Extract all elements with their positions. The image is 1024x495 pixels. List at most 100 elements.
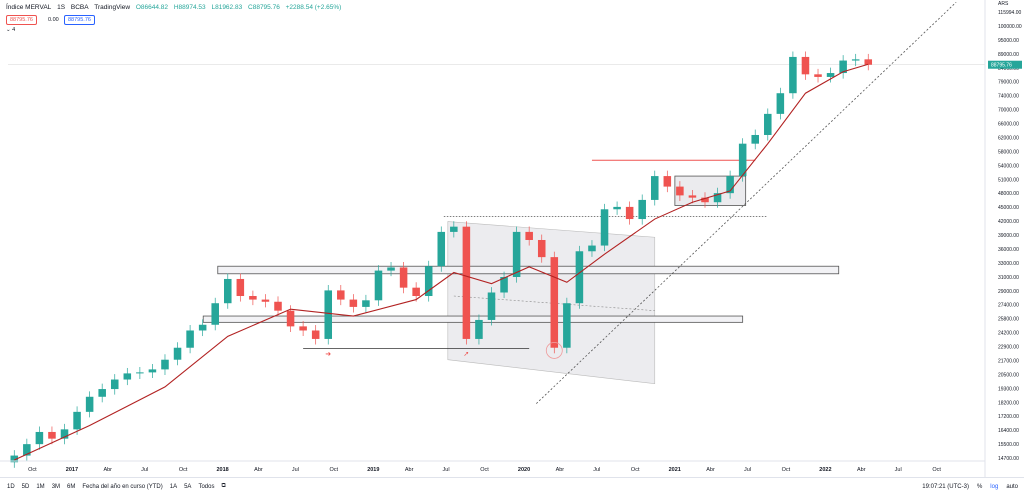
percent-toggle[interactable]: % xyxy=(976,483,983,490)
spread-value: 0.00 xyxy=(48,17,59,23)
price-axis[interactable]: 115994.00 100000.00 95000.00 89000.00 84000.… xyxy=(984,0,1022,477)
candle xyxy=(173,347,182,360)
candle xyxy=(851,59,860,61)
candle xyxy=(814,74,822,77)
price-tick-label: 21700.00 xyxy=(998,358,1019,364)
data-source: TradingView xyxy=(94,4,131,11)
symbol-name[interactable]: Índice MERVAL xyxy=(6,4,52,11)
last-price-tag xyxy=(988,60,1022,69)
drawing-lines xyxy=(8,1,985,404)
highlight-circle xyxy=(545,342,563,359)
price-tick-label: 58000.00 xyxy=(998,149,1019,155)
up-arrow-icon: ➚ xyxy=(463,351,469,358)
range-5y[interactable]: 5A xyxy=(184,483,192,490)
indicator-count: 4 xyxy=(12,27,16,33)
candle xyxy=(676,186,684,196)
candle xyxy=(311,330,320,339)
time-tick-label: Abr xyxy=(405,467,414,473)
candle xyxy=(839,60,847,74)
candle xyxy=(563,303,571,348)
moving-average-line xyxy=(14,63,869,461)
time-tick-label: Abr xyxy=(857,467,866,473)
price-tick-label: 62000.00 xyxy=(998,135,1019,141)
range-1y[interactable]: 1A xyxy=(169,483,178,490)
trend-line xyxy=(536,1,957,404)
price-tick-label: 17200.00 xyxy=(998,414,1019,420)
candle xyxy=(487,292,496,320)
range-1m[interactable]: 1M xyxy=(36,483,45,490)
candle xyxy=(537,239,546,258)
time-tick-label: Oct xyxy=(782,467,791,473)
price-tick-label: 19300.00 xyxy=(998,386,1019,392)
candle xyxy=(789,56,797,94)
time-tick-label: 2022 xyxy=(819,467,831,473)
time-tick-label: 2018 xyxy=(216,467,228,473)
ohlc-close: C88795.76 xyxy=(248,4,280,11)
time-tick-label: 2021 xyxy=(669,467,681,473)
time-tick-label: Oct xyxy=(631,467,640,473)
range-ytd[interactable]: Fecha del año en curso (YTD) xyxy=(82,483,163,490)
time-tick-label: 2020 xyxy=(518,467,530,473)
candle xyxy=(688,195,697,198)
candle xyxy=(85,396,94,412)
candle xyxy=(274,301,282,311)
time-tick-label: Jul xyxy=(744,467,751,473)
candle xyxy=(23,444,31,456)
time-tick-label: Oct xyxy=(179,467,188,473)
price-tick-label: 31000.00 xyxy=(998,275,1019,281)
moving-average-group xyxy=(14,63,869,461)
candle xyxy=(751,134,759,144)
price-tick-label: 84000.00 xyxy=(998,66,1019,72)
candle xyxy=(776,93,785,114)
range-3m[interactable]: 3M xyxy=(51,483,61,490)
bid-badge[interactable]: 88795.76 xyxy=(6,15,37,25)
candle xyxy=(726,176,734,194)
range-5d[interactable]: 5D xyxy=(21,483,30,490)
candle xyxy=(211,303,219,325)
candle xyxy=(550,257,559,348)
last-price-label: 88795.76 xyxy=(991,63,1012,69)
candle xyxy=(399,267,408,288)
date-range-icon[interactable]: ⧉ xyxy=(221,483,226,489)
price-tick-label: 48000.00 xyxy=(998,191,1019,197)
candle xyxy=(500,277,508,293)
candle xyxy=(362,300,370,307)
price-tick-label: 24200.00 xyxy=(998,331,1019,337)
range-all[interactable]: Todos xyxy=(198,483,215,490)
candle xyxy=(98,389,106,397)
time-tick-label: Oct xyxy=(480,467,489,473)
candle xyxy=(412,287,420,297)
time-tick-label: Abr xyxy=(103,467,112,473)
indicators-toggle[interactable]: ⌄ 4 xyxy=(6,27,15,33)
price-tick-label: 36000.00 xyxy=(998,247,1019,253)
bottom-toolbar: 1D 5D 1M 3M 6M Fecha del año en curso (Y… xyxy=(0,477,1024,495)
time-tick-label: Jul xyxy=(443,467,450,473)
auto-toggle[interactable]: auto xyxy=(1006,483,1018,490)
candle xyxy=(437,231,446,267)
candle xyxy=(337,290,345,300)
time-axis[interactable]: Oct 2017 Abr Jul Oct 2018 Abr Jul Oct 2019 Abr Jul O… xyxy=(0,460,985,473)
candle xyxy=(801,56,810,75)
log-toggle[interactable]: log xyxy=(990,483,999,490)
ask-badge[interactable]: 88795.76 xyxy=(64,15,95,25)
range-6m[interactable]: 6M xyxy=(67,483,76,490)
support-band xyxy=(202,315,744,323)
candles-group xyxy=(10,51,873,468)
ohlc-high: H88974.53 xyxy=(173,4,206,11)
candle xyxy=(186,330,194,348)
time-tick-label: Jul xyxy=(593,467,600,473)
price-tick-label: 14700.00 xyxy=(998,456,1019,462)
price-tick-label: 95000.00 xyxy=(998,38,1019,44)
ohlc-low: L81962.83 xyxy=(211,4,243,11)
time-tick-label: 2017 xyxy=(66,467,78,473)
clock[interactable]: 19:07:21 (UTC-3) xyxy=(922,483,969,490)
price-tick-label: 22900.00 xyxy=(998,345,1019,351)
annotation-marks: ➜ ➚ xyxy=(325,342,563,359)
candle xyxy=(625,206,634,220)
candle xyxy=(60,429,69,439)
price-tick-label: 18200.00 xyxy=(998,400,1019,406)
candle xyxy=(600,209,609,246)
range-1d[interactable]: 1D xyxy=(7,483,15,490)
price-tick-label: 89000.00 xyxy=(998,52,1019,58)
